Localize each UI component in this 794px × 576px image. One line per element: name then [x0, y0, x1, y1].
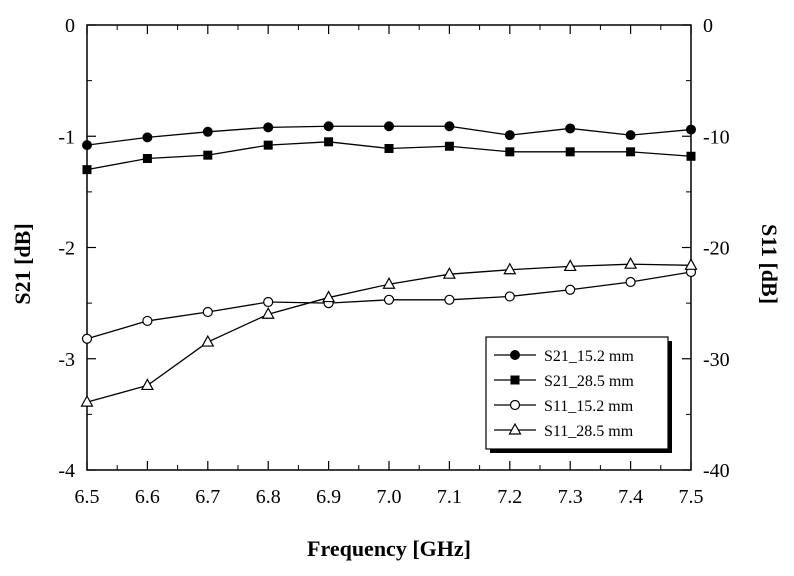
data-point: [140, 378, 154, 391]
data-point: [142, 154, 152, 163]
y-left-tick-label: 0: [65, 15, 75, 37]
legend-label: S11_28.5 mm: [544, 423, 634, 440]
x-axis-title: Frequency [GHz]: [307, 536, 471, 561]
data-point: [201, 334, 215, 347]
x-tick-label: 7.2: [497, 486, 522, 508]
data-point: [626, 147, 636, 157]
series-S21_15.2 mm: [82, 121, 696, 151]
axis-ticks: 6.5 6.6 6.7 6.8 6.9 7.0 7.1 7.2 7.3 7.4 7.5 0 -1 -2 -3…: [58, 15, 729, 508]
data-point: [263, 122, 274, 133]
y-right-tick-label: -20: [703, 238, 730, 260]
data-point: [142, 315, 153, 327]
legend: S21_15.2 mm S21_28.5 mm S11_15.2 mm S11_28.…: [485, 336, 672, 453]
x-tick-label: 6.5: [75, 486, 100, 508]
data-point: [444, 141, 454, 151]
data-point: [686, 151, 696, 161]
x-tick-label: 6.9: [316, 486, 341, 508]
x-tick-label: 7.5: [679, 486, 704, 508]
legend-label: S21_28.5 mm: [544, 373, 634, 390]
data-point: [686, 124, 696, 135]
legend-marker: [510, 350, 520, 360]
data-point: [563, 259, 577, 272]
legend-entry: S11_28.5 mm: [494, 422, 634, 440]
series-S11_15.2 mm: [81, 266, 697, 344]
x-tick-label: 6.6: [135, 486, 160, 508]
series-layer: [80, 121, 698, 407]
series-S11_28.5 mm: [80, 256, 698, 407]
x-tick-label: 7.3: [558, 486, 583, 508]
y-right-tick-label: -40: [703, 460, 730, 482]
data-point: [384, 121, 394, 132]
data-point: [80, 394, 94, 407]
legend-label: S21_15.2 mm: [544, 348, 634, 365]
y-right-tick-label: 0: [703, 15, 713, 37]
data-point: [261, 307, 275, 319]
data-point: [202, 306, 213, 318]
legend-marker: [508, 422, 522, 435]
data-point: [383, 294, 395, 305]
y-left-tick-label: -3: [58, 349, 75, 371]
data-point: [444, 121, 455, 132]
data-point: [624, 256, 638, 269]
legend-entry: S11_15.2 mm: [494, 398, 634, 415]
legend-entry: S21_15.2 mm: [494, 348, 634, 365]
x-tick-label: 7.4: [618, 486, 643, 508]
data-point: [504, 291, 515, 302]
data-point: [382, 276, 396, 289]
data-point: [625, 276, 636, 288]
data-point: [82, 165, 92, 175]
y-left-tick-label: -1: [58, 126, 75, 148]
data-point: [565, 284, 576, 295]
legend-marker: [510, 375, 520, 385]
x-tick-label: 7.1: [437, 486, 462, 508]
data-point: [442, 266, 456, 279]
legend-entry: S21_28.5 mm: [494, 373, 634, 390]
series-S21_28.5 mm: [82, 137, 696, 175]
data-point: [505, 147, 515, 157]
data-point: [263, 296, 274, 308]
data-point: [565, 123, 576, 134]
x-tick-label: 6.7: [195, 486, 220, 508]
data-point: [203, 150, 213, 160]
data-point: [503, 262, 517, 275]
y-axis-right-title: S11 [dB]: [757, 224, 782, 304]
data-point: [323, 121, 334, 132]
x-tick-label: 6.8: [256, 486, 281, 508]
y-left-tick-label: -4: [58, 460, 75, 482]
y-axis-left-title: S21 [dB]: [10, 223, 35, 304]
data-point: [324, 137, 334, 147]
data-point: [565, 147, 575, 157]
data-point: [444, 294, 455, 305]
y-left-tick-label: -2: [58, 238, 75, 260]
data-point: [202, 126, 213, 137]
data-point: [82, 140, 92, 151]
data-point: [81, 333, 93, 344]
data-point: [504, 130, 515, 141]
x-tick-label: 7.0: [377, 486, 402, 508]
data-point: [684, 258, 698, 270]
data-point: [384, 143, 394, 153]
y-right-tick-label: -30: [703, 349, 730, 371]
data-point: [142, 132, 153, 143]
data-point: [625, 130, 636, 141]
y-right-tick-label: -10: [703, 126, 730, 148]
data-point: [322, 290, 336, 303]
data-point: [263, 140, 273, 150]
legend-label: S11_15.2 mm: [544, 398, 634, 415]
legend-marker: [509, 399, 521, 411]
